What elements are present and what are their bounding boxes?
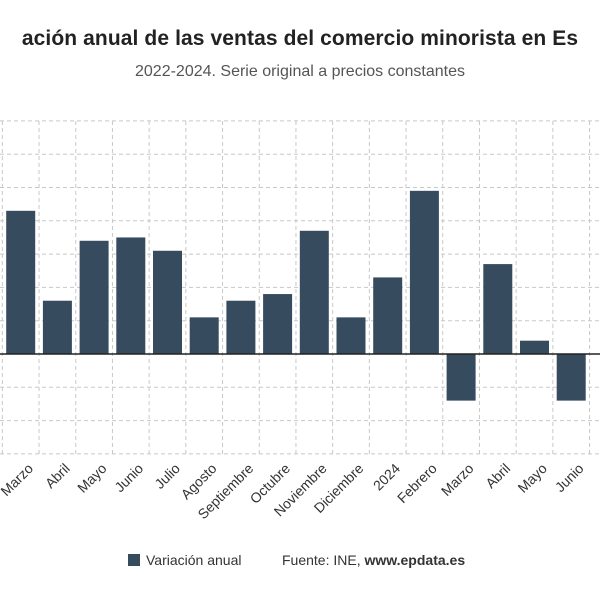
x-tick-label: Junio xyxy=(552,460,587,495)
bar[interactable] xyxy=(263,294,293,354)
bar[interactable] xyxy=(79,240,109,354)
x-tick-label: Febrero xyxy=(394,460,440,506)
bar[interactable] xyxy=(226,300,256,354)
legend: Variación anual Fuente: INE, www.epdata.… xyxy=(0,552,600,572)
legend-swatch xyxy=(128,554,140,566)
source-prefix: Fuente: INE, xyxy=(282,552,365,568)
x-tick-label: Julio xyxy=(151,460,183,492)
bar[interactable] xyxy=(116,237,146,354)
x-tick-label: Junio xyxy=(111,460,146,495)
bar[interactable] xyxy=(6,210,36,354)
x-tick-labels: FebreroMarzoAbrilMayoJunioJulioAgostoSep… xyxy=(0,460,587,522)
legend-item-variacion-anual: Variación anual xyxy=(128,552,241,568)
bar[interactable] xyxy=(42,300,72,354)
source-credit: Fuente: INE, www.epdata.es xyxy=(282,552,465,568)
x-tick-label: Marzo xyxy=(438,460,477,499)
x-tick-label: Abril xyxy=(482,460,513,491)
bar[interactable] xyxy=(556,354,586,401)
bar[interactable] xyxy=(520,340,549,354)
bar[interactable] xyxy=(446,354,476,401)
bar[interactable] xyxy=(409,190,439,354)
bar[interactable] xyxy=(483,264,513,354)
x-tick-label: Mayo xyxy=(514,460,550,496)
bar[interactable] xyxy=(336,317,366,354)
bar[interactable] xyxy=(299,230,329,354)
bars xyxy=(6,190,586,401)
chart-title: ación anual de las ventas del comercio m… xyxy=(21,27,579,50)
source-link[interactable]: www.epdata.es xyxy=(364,552,466,568)
x-tick-label: Marzo xyxy=(0,460,36,499)
x-tick-label: Mayo xyxy=(74,460,110,496)
x-tick-label: Abril xyxy=(42,460,73,491)
chart-subtitle: 2022-2024. Serie original a precios cons… xyxy=(135,63,465,80)
legend-label: Variación anual xyxy=(146,552,242,568)
bar[interactable] xyxy=(189,317,219,354)
bar[interactable] xyxy=(373,277,403,354)
bar[interactable] xyxy=(153,250,182,354)
x-tick-label: 2024 xyxy=(370,460,403,493)
